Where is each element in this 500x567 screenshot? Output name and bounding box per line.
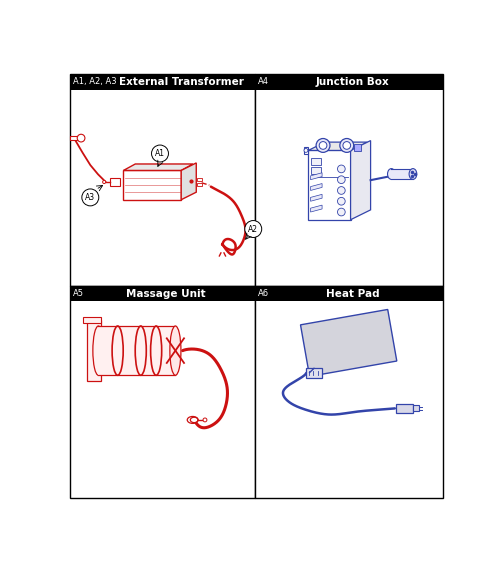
Circle shape — [338, 176, 345, 184]
Polygon shape — [310, 205, 322, 212]
Bar — [254, 286, 442, 498]
Text: A2: A2 — [248, 225, 258, 234]
Bar — [83, 317, 100, 323]
Circle shape — [340, 138, 353, 153]
Text: Heat Pad: Heat Pad — [326, 289, 380, 299]
Polygon shape — [300, 310, 397, 376]
Bar — [312, 167, 320, 174]
Circle shape — [102, 180, 106, 184]
Circle shape — [338, 208, 345, 216]
Ellipse shape — [170, 326, 181, 375]
Polygon shape — [310, 173, 322, 180]
Polygon shape — [310, 184, 322, 191]
Bar — [354, 145, 360, 151]
Bar — [70, 74, 254, 286]
Text: A5: A5 — [73, 289, 84, 298]
Bar — [70, 286, 254, 301]
Circle shape — [152, 145, 168, 162]
Polygon shape — [87, 320, 101, 382]
Text: A6: A6 — [258, 289, 269, 298]
Bar — [254, 286, 442, 301]
Bar — [70, 136, 80, 141]
Text: A4: A4 — [258, 78, 269, 86]
Bar — [254, 74, 442, 286]
Bar — [392, 168, 413, 179]
Ellipse shape — [93, 326, 104, 375]
Text: Massage Unit: Massage Unit — [126, 289, 206, 299]
Text: A1, A2, A3: A1, A2, A3 — [73, 78, 117, 86]
Circle shape — [77, 134, 85, 142]
Bar — [110, 178, 120, 186]
Circle shape — [343, 142, 350, 149]
Circle shape — [338, 197, 345, 205]
Polygon shape — [310, 194, 322, 201]
Bar — [197, 178, 202, 181]
Bar — [197, 183, 202, 186]
Bar — [306, 369, 322, 378]
Bar — [98, 326, 176, 375]
Ellipse shape — [190, 417, 198, 422]
Ellipse shape — [388, 168, 395, 179]
Bar — [70, 74, 254, 90]
Bar — [312, 158, 320, 165]
Circle shape — [203, 418, 207, 422]
Bar — [70, 286, 254, 498]
Circle shape — [245, 221, 262, 238]
Polygon shape — [308, 150, 350, 220]
Bar — [254, 74, 442, 90]
Polygon shape — [124, 164, 193, 171]
Circle shape — [304, 149, 308, 153]
Circle shape — [319, 142, 327, 149]
Polygon shape — [308, 142, 368, 150]
Ellipse shape — [409, 168, 417, 179]
Text: A3: A3 — [86, 193, 96, 202]
Circle shape — [338, 165, 345, 173]
Circle shape — [338, 187, 345, 194]
Text: Junction Box: Junction Box — [316, 77, 390, 87]
Circle shape — [82, 189, 99, 206]
Polygon shape — [181, 163, 196, 200]
Text: A1: A1 — [155, 149, 165, 158]
Polygon shape — [124, 171, 181, 200]
Bar — [396, 404, 413, 413]
Text: External Transformer: External Transformer — [119, 77, 244, 87]
Polygon shape — [350, 141, 370, 220]
Circle shape — [316, 138, 330, 153]
Bar — [414, 405, 418, 412]
Polygon shape — [304, 147, 308, 154]
